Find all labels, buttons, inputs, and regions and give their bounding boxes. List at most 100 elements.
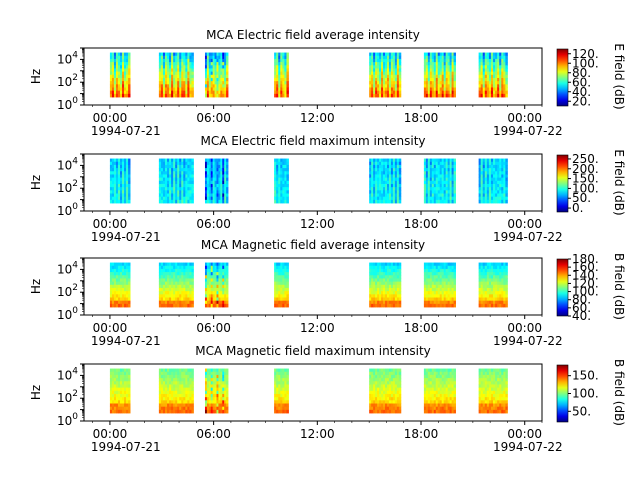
spectrogram-cell xyxy=(128,81,130,85)
spectrogram-cell xyxy=(226,159,228,163)
spectrogram-cell xyxy=(191,375,193,379)
spectrogram-cell xyxy=(505,266,507,270)
spectrogram-cell xyxy=(226,193,228,197)
spectrogram-cell xyxy=(226,184,228,188)
colorbar: 40.60.80.100.120.140.160.180.B field (dB… xyxy=(557,252,626,323)
spectrogram-cell xyxy=(226,301,228,305)
spectrogram-cell xyxy=(399,168,401,172)
spectrogram-cell xyxy=(191,291,193,295)
spectrogram-cell xyxy=(191,53,193,57)
x-date-label: 1994-07-22 xyxy=(493,230,563,244)
colorbar: 0.50.100.150.200.250.E field (dB) xyxy=(557,149,626,215)
spectrogram-cell xyxy=(286,171,288,175)
spectrogram-cell xyxy=(399,162,401,166)
spectrogram-cell xyxy=(286,294,288,298)
y-tick-label: 102 xyxy=(57,283,78,299)
spectrogram-cell xyxy=(128,410,130,414)
spectrogram-cell xyxy=(399,263,401,267)
spectrogram-cell xyxy=(454,59,456,63)
spectrogram-cell xyxy=(454,75,456,79)
spectrogram-cell xyxy=(128,84,130,88)
spectrogram-cell xyxy=(226,174,228,178)
panel-title: MCA Magnetic field average intensity xyxy=(201,238,425,252)
spectrogram-cell xyxy=(286,174,288,178)
spectrogram-cell xyxy=(454,171,456,175)
spectrogram-cell xyxy=(191,168,193,172)
spectrogram-cell xyxy=(505,269,507,273)
spectrogram-cell xyxy=(454,288,456,292)
spectrogram-cell xyxy=(454,272,456,276)
spectrogram-cell xyxy=(399,72,401,76)
spectrogram-cell xyxy=(399,62,401,66)
spectrogram-cell xyxy=(226,178,228,182)
data-block-5 xyxy=(369,263,401,308)
spectrogram-cell xyxy=(226,72,228,76)
spectrogram-cell xyxy=(505,197,507,201)
spectrogram-cell xyxy=(226,168,228,172)
panel-3: MCA Magnetic field average intensity 1001… xyxy=(29,238,626,348)
spectrogram-cell xyxy=(286,266,288,270)
spectrogram-cell xyxy=(191,193,193,197)
spectrogram-cell xyxy=(191,200,193,204)
spectrogram-cell xyxy=(286,282,288,286)
spectrogram-cell xyxy=(454,285,456,289)
spectrogram-cell xyxy=(286,297,288,301)
spectrogram-cell xyxy=(454,297,456,301)
spectrogram-cell xyxy=(226,381,228,385)
spectrogram-cell xyxy=(399,301,401,305)
spectrogram-cell xyxy=(286,165,288,169)
spectrogram-cell xyxy=(226,91,228,95)
spectrogram-cell xyxy=(505,193,507,197)
spectrogram-cell xyxy=(191,372,193,376)
spectrogram-cell xyxy=(505,62,507,66)
spectrogram-cell xyxy=(505,285,507,289)
spectrogram-cell xyxy=(226,294,228,298)
colorbar-scale xyxy=(557,259,568,316)
spectrogram-cell xyxy=(226,87,228,91)
spectrogram-cell xyxy=(286,53,288,57)
x-tick-label: 00:00 xyxy=(93,111,128,125)
spectrogram-cell xyxy=(286,269,288,273)
spectrogram-blocks xyxy=(110,159,508,204)
x-tick-label: 00:00 xyxy=(93,217,128,231)
colorbar-label: E field (dB) xyxy=(612,149,626,215)
spectrogram-cell xyxy=(505,181,507,185)
spectrogram-cell xyxy=(128,375,130,379)
data-block-1 xyxy=(110,263,131,308)
spectrogram-cell xyxy=(191,94,193,98)
x-date-label: 1994-07-22 xyxy=(493,124,563,138)
spectrogram-cell xyxy=(286,178,288,182)
y-tick-label: 104 xyxy=(57,50,78,66)
spectrogram-cell xyxy=(399,53,401,57)
spectrogram-cell xyxy=(191,162,193,166)
spectrogram-cell xyxy=(226,384,228,388)
spectrogram-cell xyxy=(226,369,228,373)
spectrogram-cell xyxy=(399,91,401,95)
spectrogram-cell xyxy=(226,394,228,398)
spectrogram-cell xyxy=(399,266,401,270)
y-axis-label: Hz xyxy=(29,175,43,190)
spectrogram-cell xyxy=(505,78,507,82)
spectrogram-blocks xyxy=(110,369,508,414)
spectrogram-cell xyxy=(286,372,288,376)
spectrogram-cell xyxy=(286,272,288,276)
spectrogram-cell xyxy=(191,378,193,382)
spectrogram-cell xyxy=(399,65,401,69)
x-tick-label: 00:00 xyxy=(507,321,542,335)
spectrogram-cell xyxy=(191,394,193,398)
spectrogram-cell xyxy=(399,200,401,204)
spectrogram-cell xyxy=(128,391,130,395)
spectrogram-cell xyxy=(454,266,456,270)
spectrogram-cell xyxy=(226,94,228,98)
spectrogram-cell xyxy=(191,288,193,292)
data-block-4 xyxy=(274,159,289,204)
spectrogram-cell xyxy=(226,62,228,66)
spectrogram-cell xyxy=(399,75,401,79)
spectrogram-cell xyxy=(454,94,456,98)
spectrogram-cell xyxy=(454,200,456,204)
spectrogram-cell xyxy=(505,272,507,276)
x-date-label: 1994-07-21 xyxy=(91,334,161,348)
spectrogram-cell xyxy=(286,62,288,66)
spectrogram-cell xyxy=(226,403,228,407)
